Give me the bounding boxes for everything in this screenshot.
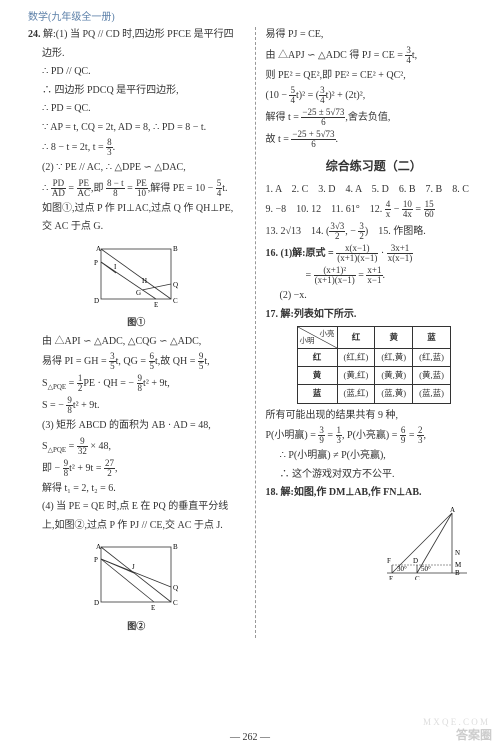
right-column: 易得 PJ = CE, 由 △APJ ∽ △ADC 得 PJ = CE = 34…: [266, 27, 483, 638]
answer-17-5: ∴ 这个游戏对双方不公平.: [266, 467, 483, 483]
page-number: — 262 —: [0, 732, 500, 743]
svg-text:P: P: [94, 556, 98, 564]
answer-17-4: ∴ P(小明赢) ≠ P(小亮赢),: [266, 448, 483, 464]
answers-1-8: 1. A 2. C 3. D 4. A 5. D 6. B 7. B 8. C: [266, 182, 483, 198]
svg-text:Q: Q: [173, 281, 178, 289]
figure-2: A B C D P Q E J 图②: [28, 537, 245, 633]
answer-16-1: 16. (1)解:原式 = x(x−1)(x+1)(x−1) · 3x+1x(x…: [266, 244, 483, 263]
table-row: 蓝(蓝,红)(蓝,黄)(蓝,蓝): [297, 385, 450, 403]
table-row: 黄(黄,红)(黄,黄)(黄,蓝): [297, 367, 450, 385]
line-1: ∴ PD // QC.: [28, 64, 245, 80]
line-7: ∴ PDAD = PEAC,即 8 − t8 = PE10,解得 PE = 10…: [28, 179, 245, 198]
problem-24-number: 24.: [28, 29, 41, 40]
r-line-2: 由 △APJ ∽ △ADC 得 PJ = CE = 34t,: [266, 46, 483, 65]
line-11: 易得 PI = GH = 35t, QG = 65t,故 QH = 95t,: [28, 352, 245, 371]
svg-text:B: B: [173, 543, 178, 551]
svg-text:D: D: [94, 599, 99, 607]
content-area: 24. 解:(1) 当 PQ // CD 时,四边形 PFCE 是平行四 边形.…: [0, 27, 500, 638]
p24-text: 解:(1) 当 PQ // CD 时,四边形 PFCE 是平行四: [43, 29, 234, 40]
svg-text:A: A: [96, 543, 101, 551]
table-header: 红: [337, 327, 375, 349]
line-17: 解得 t₁ = 2, t₂ = 6.: [28, 481, 245, 497]
answers-9-12: 9. −8 10. 12 11. 61° 12. 4x − 104x = 156…: [266, 200, 483, 219]
figure-3: A B C E M F D 50° 30° N: [266, 505, 483, 586]
svg-text:E: E: [154, 301, 158, 309]
svg-text:E: E: [389, 575, 393, 580]
line-12: S△PQE = 12PE · QH = − 98t² + 9t,: [28, 374, 245, 393]
svg-text:H: H: [142, 277, 147, 285]
table-header: 黄: [375, 327, 413, 349]
probability-table: 小亮 小明 红 黄 蓝 红(红,红)(红,黄)(红,蓝) 黄(黄,红)(黄,黄)…: [297, 326, 451, 404]
svg-text:C: C: [173, 297, 178, 305]
p24-text-b: 边形.: [28, 46, 245, 62]
svg-text:P: P: [94, 259, 98, 267]
line-8: 如图①,过点 P 作 PI⊥AC,过点 Q 作 QH⊥PE,: [28, 201, 245, 217]
column-divider: [255, 27, 256, 638]
answer-17-3: P(小明赢) = 39 = 13, P(小亮赢) = 69 = 23,: [266, 426, 483, 445]
line-13: S = − 98t² + 9t.: [28, 396, 245, 415]
svg-text:C: C: [415, 575, 420, 580]
svg-text:M: M: [455, 561, 462, 569]
svg-text:B: B: [455, 569, 460, 577]
r-line-5: 解得 t = −25 ± 5√736,舍去负值,: [266, 108, 483, 127]
answer-16-2: (2) −x.: [266, 288, 483, 304]
table-row: 红(红,红)(红,黄)(红,蓝): [297, 349, 450, 367]
line-19: 上,如图②,过点 P 作 PJ // CE,交 AC 于点 J.: [28, 518, 245, 534]
svg-text:N: N: [455, 549, 460, 557]
svg-text:J: J: [132, 563, 135, 571]
svg-text:I: I: [114, 263, 117, 271]
r-line-6: 故 t = −25 + 5√736.: [266, 130, 483, 149]
figure-1: A B C D P Q E I HG 图①: [28, 239, 245, 330]
line-10: 由 △API ∽ △ADC, △CQG ∽ △ADC,: [28, 334, 245, 350]
svg-text:E: E: [151, 604, 155, 612]
svg-text:50°: 50°: [421, 565, 431, 573]
line-18: (4) 当 PE = QE 时,点 E 在 PQ 的垂直平分线: [28, 499, 245, 515]
r-line-1: 易得 PJ = CE,: [266, 27, 483, 43]
line-4: ∵ AP = t, CQ = 2t, AD = 8, ∴ PD = 8 − t.: [28, 120, 245, 136]
table-diagonal-cell: 小亮 小明: [297, 327, 337, 349]
line-16: 即 − 98t² + 9t = 272,: [28, 459, 245, 478]
line-9: 交 AC 于点 G.: [28, 219, 245, 235]
svg-text:Q: Q: [173, 584, 178, 592]
line-2: ∴ 四边形 PDCQ 是平行四边形,: [28, 83, 245, 99]
svg-text:30°: 30°: [397, 565, 407, 573]
line-3: ∴ PD = QC.: [28, 101, 245, 117]
watermark-text: 答案圈: [456, 726, 492, 743]
answer-18: 18. 解:如图,作 DM⊥AB,作 FN⊥AB.: [266, 485, 483, 501]
figure-2-label: 图②: [28, 620, 245, 634]
line-14: (3) 矩形 ABCD 的面积为 AB · AD = 48,: [28, 418, 245, 434]
figure-1-label: 图①: [28, 316, 245, 330]
r-line-4: (10 − 54t)² = (34t)² + (2t)²,: [266, 86, 483, 105]
page-header: 数学(九年级全一册): [0, 0, 500, 27]
left-column: 24. 解:(1) 当 PQ // CD 时,四边形 PFCE 是平行四 边形.…: [28, 27, 245, 638]
svg-text:F: F: [387, 557, 391, 565]
answer-17-2: 所有可能出现的结果共有 9 种,: [266, 408, 483, 424]
answer-16-1b: = (x+1)²(x+1)(x−1) = x+1x−1.: [266, 266, 483, 285]
r-line-3: 则 PE² = QE²,即 PE² = CE² + QC²,: [266, 68, 483, 84]
table-header: 蓝: [413, 327, 451, 349]
svg-text:D: D: [413, 557, 418, 565]
svg-text:D: D: [94, 297, 99, 305]
svg-text:B: B: [173, 245, 178, 253]
svg-text:A: A: [450, 506, 455, 514]
answers-13-15: 13. 2√13 14. (3√32, − 32) 15. 作图略.: [266, 222, 483, 241]
svg-text:C: C: [173, 599, 178, 607]
svg-text:A: A: [96, 245, 101, 253]
line-6: (2) ∵ PE // AC, ∴ △DPE ∽ △DAC,: [28, 160, 245, 176]
answer-17: 17. 解:列表如下所示.: [266, 307, 483, 323]
line-15: S△PQE = 932 × 48,: [28, 437, 245, 456]
svg-text:G: G: [136, 289, 141, 297]
line-5: ∴ 8 − t = 2t, t = 83.: [28, 138, 245, 157]
section-title: 综合练习题（二）: [266, 157, 483, 176]
